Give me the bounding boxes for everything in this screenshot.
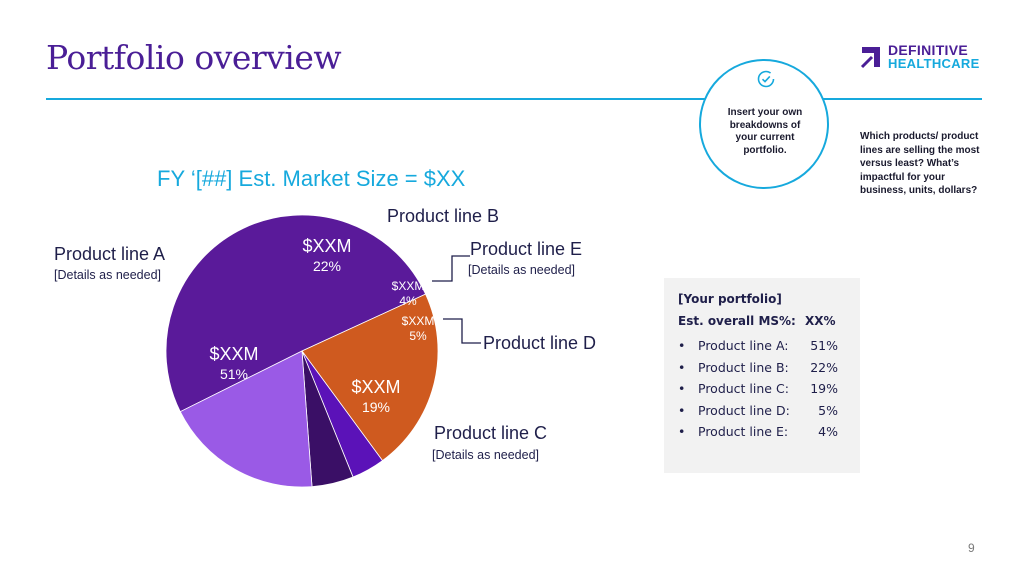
list-item-pct: 4% xyxy=(818,424,838,439)
slice-value-label-d: $XXM xyxy=(402,314,435,328)
slice-value-label-b: $XXM xyxy=(302,236,351,256)
list-item-pct: 22% xyxy=(810,359,838,375)
logo-text-line2: HEALTHCARE xyxy=(888,56,980,71)
leader-line-e xyxy=(432,255,470,282)
list-item: • Product line A: 51% xyxy=(678,338,838,353)
chart-title: FY ‘[##] Est. Market Size = $XX xyxy=(157,166,466,191)
leader-line-d xyxy=(443,318,481,344)
list-item-name: Product line D: xyxy=(698,402,790,418)
slice-name-b: Product line B xyxy=(387,206,500,226)
portfolio-ms-value: XX% xyxy=(805,314,836,328)
list-item-name: Product line A: xyxy=(698,338,789,353)
page-number: 9 xyxy=(968,541,975,555)
portfolio-panel: [Your portfolio] Est. overall MS%: XX% •… xyxy=(664,278,860,473)
list-item-name: Product line C: xyxy=(698,381,789,396)
pie-slice-a xyxy=(165,214,427,413)
slice-details-e: [Details as needed] xyxy=(468,263,576,277)
callout-circle: Insert your own breakdowns of your curre… xyxy=(699,59,829,189)
slice-pct-label-c: 19% xyxy=(362,399,390,415)
pie-slice-b xyxy=(301,293,439,462)
slice-value-label-e: $XXM xyxy=(392,279,425,293)
slice-details-c: [Details as needed] xyxy=(432,448,540,462)
slice-name-c: Product line C xyxy=(434,423,548,443)
slice-details-a: [Details as needed] xyxy=(54,268,162,282)
list-item-pct: 19% xyxy=(810,381,838,396)
list-item: • Product line C: 19% xyxy=(678,381,838,396)
logo-text-line1: DEFINITIVE xyxy=(888,42,969,58)
list-item: • Product line D: 5% xyxy=(678,402,838,418)
portfolio-ms-row: Est. overall MS%: XX% xyxy=(678,314,836,328)
list-item: • Product line E: 4% xyxy=(678,424,838,439)
logo-mark-icon xyxy=(860,47,880,69)
slice-name-d: Product line D xyxy=(483,333,597,353)
slice-name-e: Product line E xyxy=(470,239,583,259)
slide-title: Portfolio overview xyxy=(46,38,342,77)
callout-text: Insert your own breakdowns of your curre… xyxy=(727,107,803,156)
portfolio-ms-label: Est. overall MS%: xyxy=(678,314,796,328)
slice-value-label-a: $XXM xyxy=(209,344,258,364)
slice-value-label-c: $XXM xyxy=(351,377,400,397)
slice-pct-label-e: 4% xyxy=(399,294,417,308)
list-item-pct: 51% xyxy=(810,338,838,353)
side-note: Which products/ product lines are sellin… xyxy=(860,131,980,196)
portfolio-title: [Your portfolio] xyxy=(678,292,782,306)
slice-pct-label-d: 5% xyxy=(409,329,427,343)
brand-logo: DEFINITIVE HEALTHCARE xyxy=(860,42,980,71)
portfolio-list: • Product line A: 51% • Product line B: 22% … xyxy=(678,338,854,446)
list-item: • Product line B: 22% xyxy=(678,359,838,375)
slice-pct-label-a: 51% xyxy=(220,366,248,382)
list-item-pct: 5% xyxy=(818,402,838,418)
list-item-name: Product line E: xyxy=(698,424,789,439)
check-circle-icon xyxy=(757,70,775,88)
pie-slice-c xyxy=(179,350,313,488)
slice-name-a: Product line A xyxy=(54,244,166,264)
slice-pct-label-b: 22% xyxy=(313,258,341,274)
list-item-name: Product line B: xyxy=(698,359,789,375)
title-divider xyxy=(46,98,982,100)
